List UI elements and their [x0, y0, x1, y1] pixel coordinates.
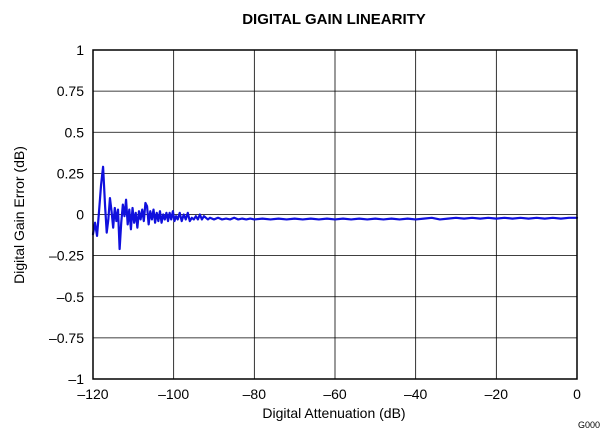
x-tick-label: –20	[485, 386, 509, 402]
y-tick-label: 0.5	[65, 124, 85, 140]
y-tick-label: –0.75	[49, 330, 84, 346]
y-tick-label: –1	[68, 371, 84, 387]
y-axis-label: Digital Gain Error (dB)	[11, 146, 27, 284]
y-tick-label: 1	[76, 42, 84, 58]
x-axis-ticks: –120 –100 –80 –60 –40 –20 0	[77, 386, 581, 402]
x-tick-label: –120	[77, 386, 108, 402]
y-tick-label: 0	[76, 207, 84, 223]
grid-lines	[93, 50, 577, 379]
x-tick-label: –40	[404, 386, 428, 402]
x-tick-label: 0	[573, 386, 581, 402]
y-tick-label: 0.25	[57, 165, 84, 181]
chart-title: DIGITAL GAIN LINEARITY	[242, 11, 426, 28]
y-tick-label: –0.25	[49, 248, 84, 264]
plot-frame	[92, 49, 578, 380]
y-tick-label: 0.75	[57, 83, 84, 99]
series-layer	[91, 165, 579, 251]
figure-code: G000	[578, 420, 600, 430]
x-tick-label: –60	[323, 386, 347, 402]
x-tick-label: –100	[158, 386, 189, 402]
x-axis-label: Digital Attenuation (dB)	[262, 405, 405, 421]
y-axis-ticks: 1 0.75 0.5 0.25 0 –0.25 –0.5 –0.75 –1	[49, 42, 84, 387]
series-line-0	[91, 165, 579, 251]
x-tick-label: –80	[243, 386, 267, 402]
y-tick-label: –0.5	[57, 289, 84, 305]
